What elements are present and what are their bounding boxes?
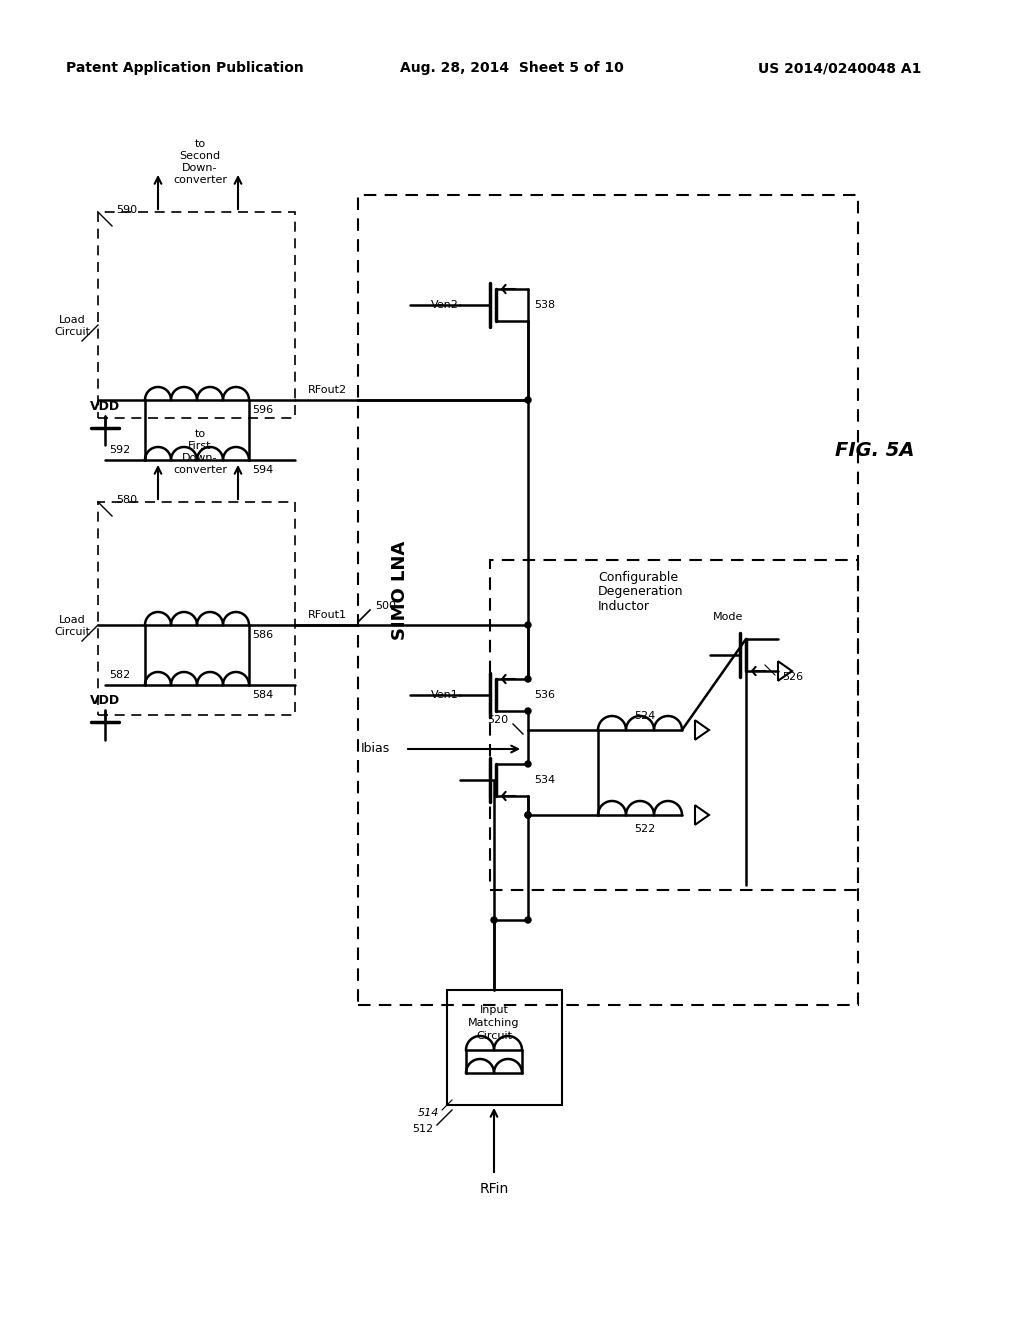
Text: 538: 538 [534,300,555,310]
Text: Circuit: Circuit [476,1031,512,1041]
Text: 534: 534 [534,775,555,785]
Text: Down-: Down- [182,453,218,463]
Text: Down-: Down- [182,162,218,173]
Text: 594: 594 [252,465,273,475]
Text: Ven2: Ven2 [431,300,459,310]
Circle shape [525,812,531,818]
Text: Matching: Matching [468,1018,520,1028]
Bar [98,502,295,715]
Text: 592: 592 [109,445,130,455]
Text: converter: converter [173,465,227,475]
Circle shape [525,917,531,923]
Text: 512: 512 [412,1125,433,1134]
Circle shape [525,397,531,403]
Text: Degeneration: Degeneration [598,586,683,598]
Text: 526: 526 [782,672,803,682]
Text: 522: 522 [635,824,655,834]
Text: 524: 524 [635,711,655,721]
Text: 584: 584 [252,690,273,700]
Circle shape [525,676,531,682]
Text: Load: Load [58,615,85,624]
Text: to: to [195,429,206,440]
Text: converter: converter [173,176,227,185]
Text: SIMO LNA: SIMO LNA [391,540,409,640]
Text: 520: 520 [486,715,508,725]
Text: 514: 514 [418,1107,439,1118]
Text: Ven1: Ven1 [431,690,459,700]
Circle shape [525,762,531,767]
Text: Mode: Mode [713,612,743,622]
Text: First: First [188,441,212,451]
Text: Patent Application Publication: Patent Application Publication [67,61,304,75]
Text: Second: Second [179,150,220,161]
Text: Load: Load [58,315,85,325]
Text: 582: 582 [109,671,130,680]
Text: Input: Input [479,1005,509,1015]
Circle shape [525,708,531,714]
Text: 590: 590 [116,205,137,215]
Circle shape [525,812,531,818]
Text: 580: 580 [116,495,137,506]
Text: Configurable: Configurable [598,572,678,585]
Text: Aug. 28, 2014  Sheet 5 of 10: Aug. 28, 2014 Sheet 5 of 10 [400,61,624,75]
Circle shape [490,917,497,923]
Text: US 2014/0240048 A1: US 2014/0240048 A1 [759,61,922,75]
Bar [447,990,562,1105]
Text: Ibias: Ibias [360,742,390,755]
Text: Circuit: Circuit [54,627,90,638]
Bar [98,213,295,418]
Circle shape [525,622,531,628]
Text: Circuit: Circuit [54,327,90,337]
Text: RFin: RFin [479,1181,509,1196]
Text: 596: 596 [252,405,273,414]
Text: 536: 536 [534,690,555,700]
Text: 500: 500 [375,601,396,611]
Text: RFout2: RFout2 [307,385,346,395]
Text: VDD: VDD [90,400,120,412]
Bar [358,195,858,1005]
Bar [490,560,858,890]
Text: RFout1: RFout1 [307,610,346,620]
Text: VDD: VDD [90,693,120,706]
Text: Inductor: Inductor [598,599,650,612]
Text: FIG. 5A: FIG. 5A [836,441,914,459]
Text: to: to [195,139,206,149]
Text: 586: 586 [252,630,273,640]
